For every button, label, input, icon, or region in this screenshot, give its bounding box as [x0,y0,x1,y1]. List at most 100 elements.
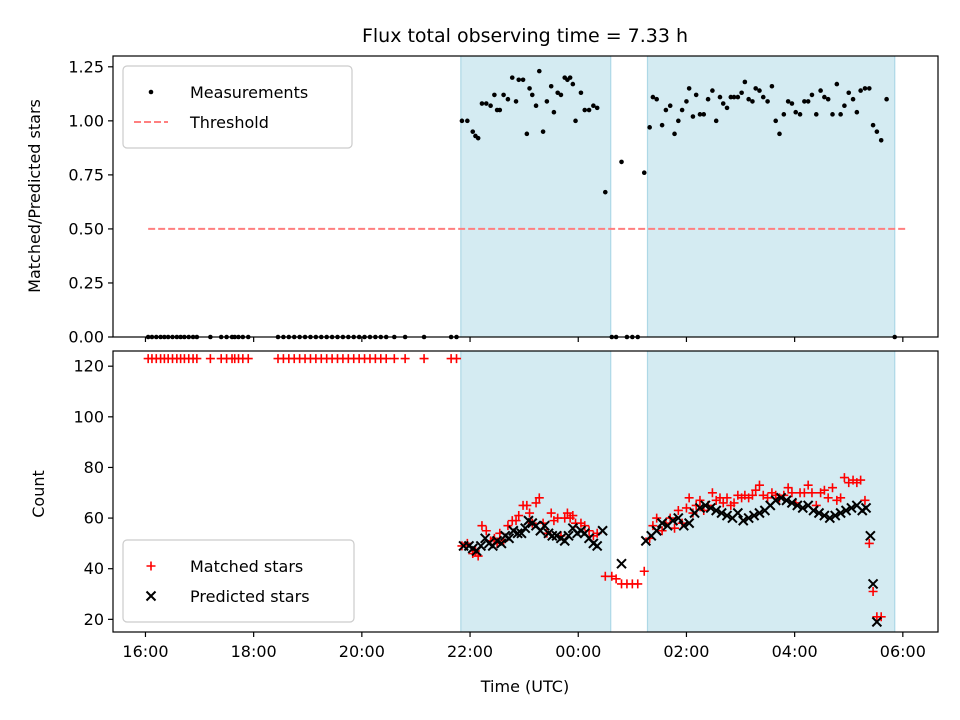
data-point [514,511,524,521]
data-point [743,512,754,524]
data-point [694,502,706,514]
data-point [746,96,751,102]
data-point [505,96,511,102]
data-point [591,540,603,552]
x-tick-label: 06:00 [880,642,926,661]
data-point [868,586,878,596]
count-y-axis-label: Count [29,470,48,518]
y-tick-label: 0.75 [68,165,104,184]
data-point [591,103,596,109]
legend-box [122,65,353,149]
data-point [679,107,685,113]
x-tick-label: 20:00 [339,642,385,661]
data-point [716,507,727,519]
data-point [539,520,550,531]
x-tick-label: 22:00 [447,642,493,661]
y-tick-label: 100 [73,407,104,426]
data-point [850,96,856,102]
data-point [813,507,825,519]
data-point [578,90,584,96]
data-point [793,109,799,115]
data-point [475,540,487,552]
y-tick-label: 1.00 [68,111,104,130]
observing-window [460,351,611,632]
data-point [465,118,470,124]
y-tick-label: 60 [84,509,104,528]
x-tick-label: 04:00 [772,642,818,661]
data-point [754,480,764,490]
data-point [700,500,711,511]
data-point [551,109,557,115]
data-point [777,131,782,137]
data-point [884,96,889,102]
legend-label: Matched stars [190,557,303,576]
legend-marker [146,561,156,571]
data-point [786,497,798,509]
data-point [681,503,691,513]
data-point [818,88,823,93]
data-point [567,75,573,80]
data-point [672,131,677,137]
observing-window [460,56,611,337]
data-point [870,122,876,128]
data-point [874,129,880,134]
data-point [563,530,574,542]
data-point [676,118,681,124]
series-predicted-stars [458,492,883,628]
data-point [803,480,813,490]
data-point [570,81,576,87]
data-point [754,507,765,519]
data-point [470,129,476,134]
data-point [876,612,886,622]
data-point [835,507,846,519]
y-tick-label: 20 [84,610,104,629]
data-point [639,566,649,576]
data-point [865,530,876,542]
data-point [683,517,695,529]
data-point [842,103,847,109]
ratio-panel: 0.00 0.25 0.50 0.75 1.00 1.25 Measurements Thre… [68,55,939,347]
data-point [513,99,519,104]
data-point [516,77,522,83]
data-point [735,94,741,100]
data-point [846,90,852,96]
data-point [452,354,462,364]
data-point [684,99,689,104]
data-point [866,86,872,91]
data-point [720,101,726,106]
x-tick-label: 02:00 [663,642,709,661]
y-tick-label: 40 [84,559,104,578]
data-point [503,521,513,531]
data-point [797,112,803,117]
data-point [568,511,578,521]
data-point [878,138,884,143]
data-point [522,500,532,510]
data-point [496,538,507,549]
data-point [524,131,530,137]
data-point [822,94,827,100]
data-point [509,75,515,80]
data-point [597,525,608,536]
data-point [531,498,541,508]
data-point [731,94,737,100]
data-point [751,485,761,495]
data-point [834,81,840,87]
data-point [650,94,656,100]
data-point [710,505,722,516]
data-point [670,523,680,533]
data-point [742,79,748,85]
data-point [192,354,202,364]
data-point [483,101,489,106]
data-point [419,354,429,364]
data-point [710,88,715,93]
data-point [854,109,860,115]
data-point [823,493,833,503]
data-point [616,558,627,569]
data-point [205,354,215,364]
data-point [701,112,707,117]
data-point [697,112,703,117]
data-point [797,502,808,514]
data-point [789,101,795,106]
data-point [657,526,667,536]
data-point [750,99,755,104]
